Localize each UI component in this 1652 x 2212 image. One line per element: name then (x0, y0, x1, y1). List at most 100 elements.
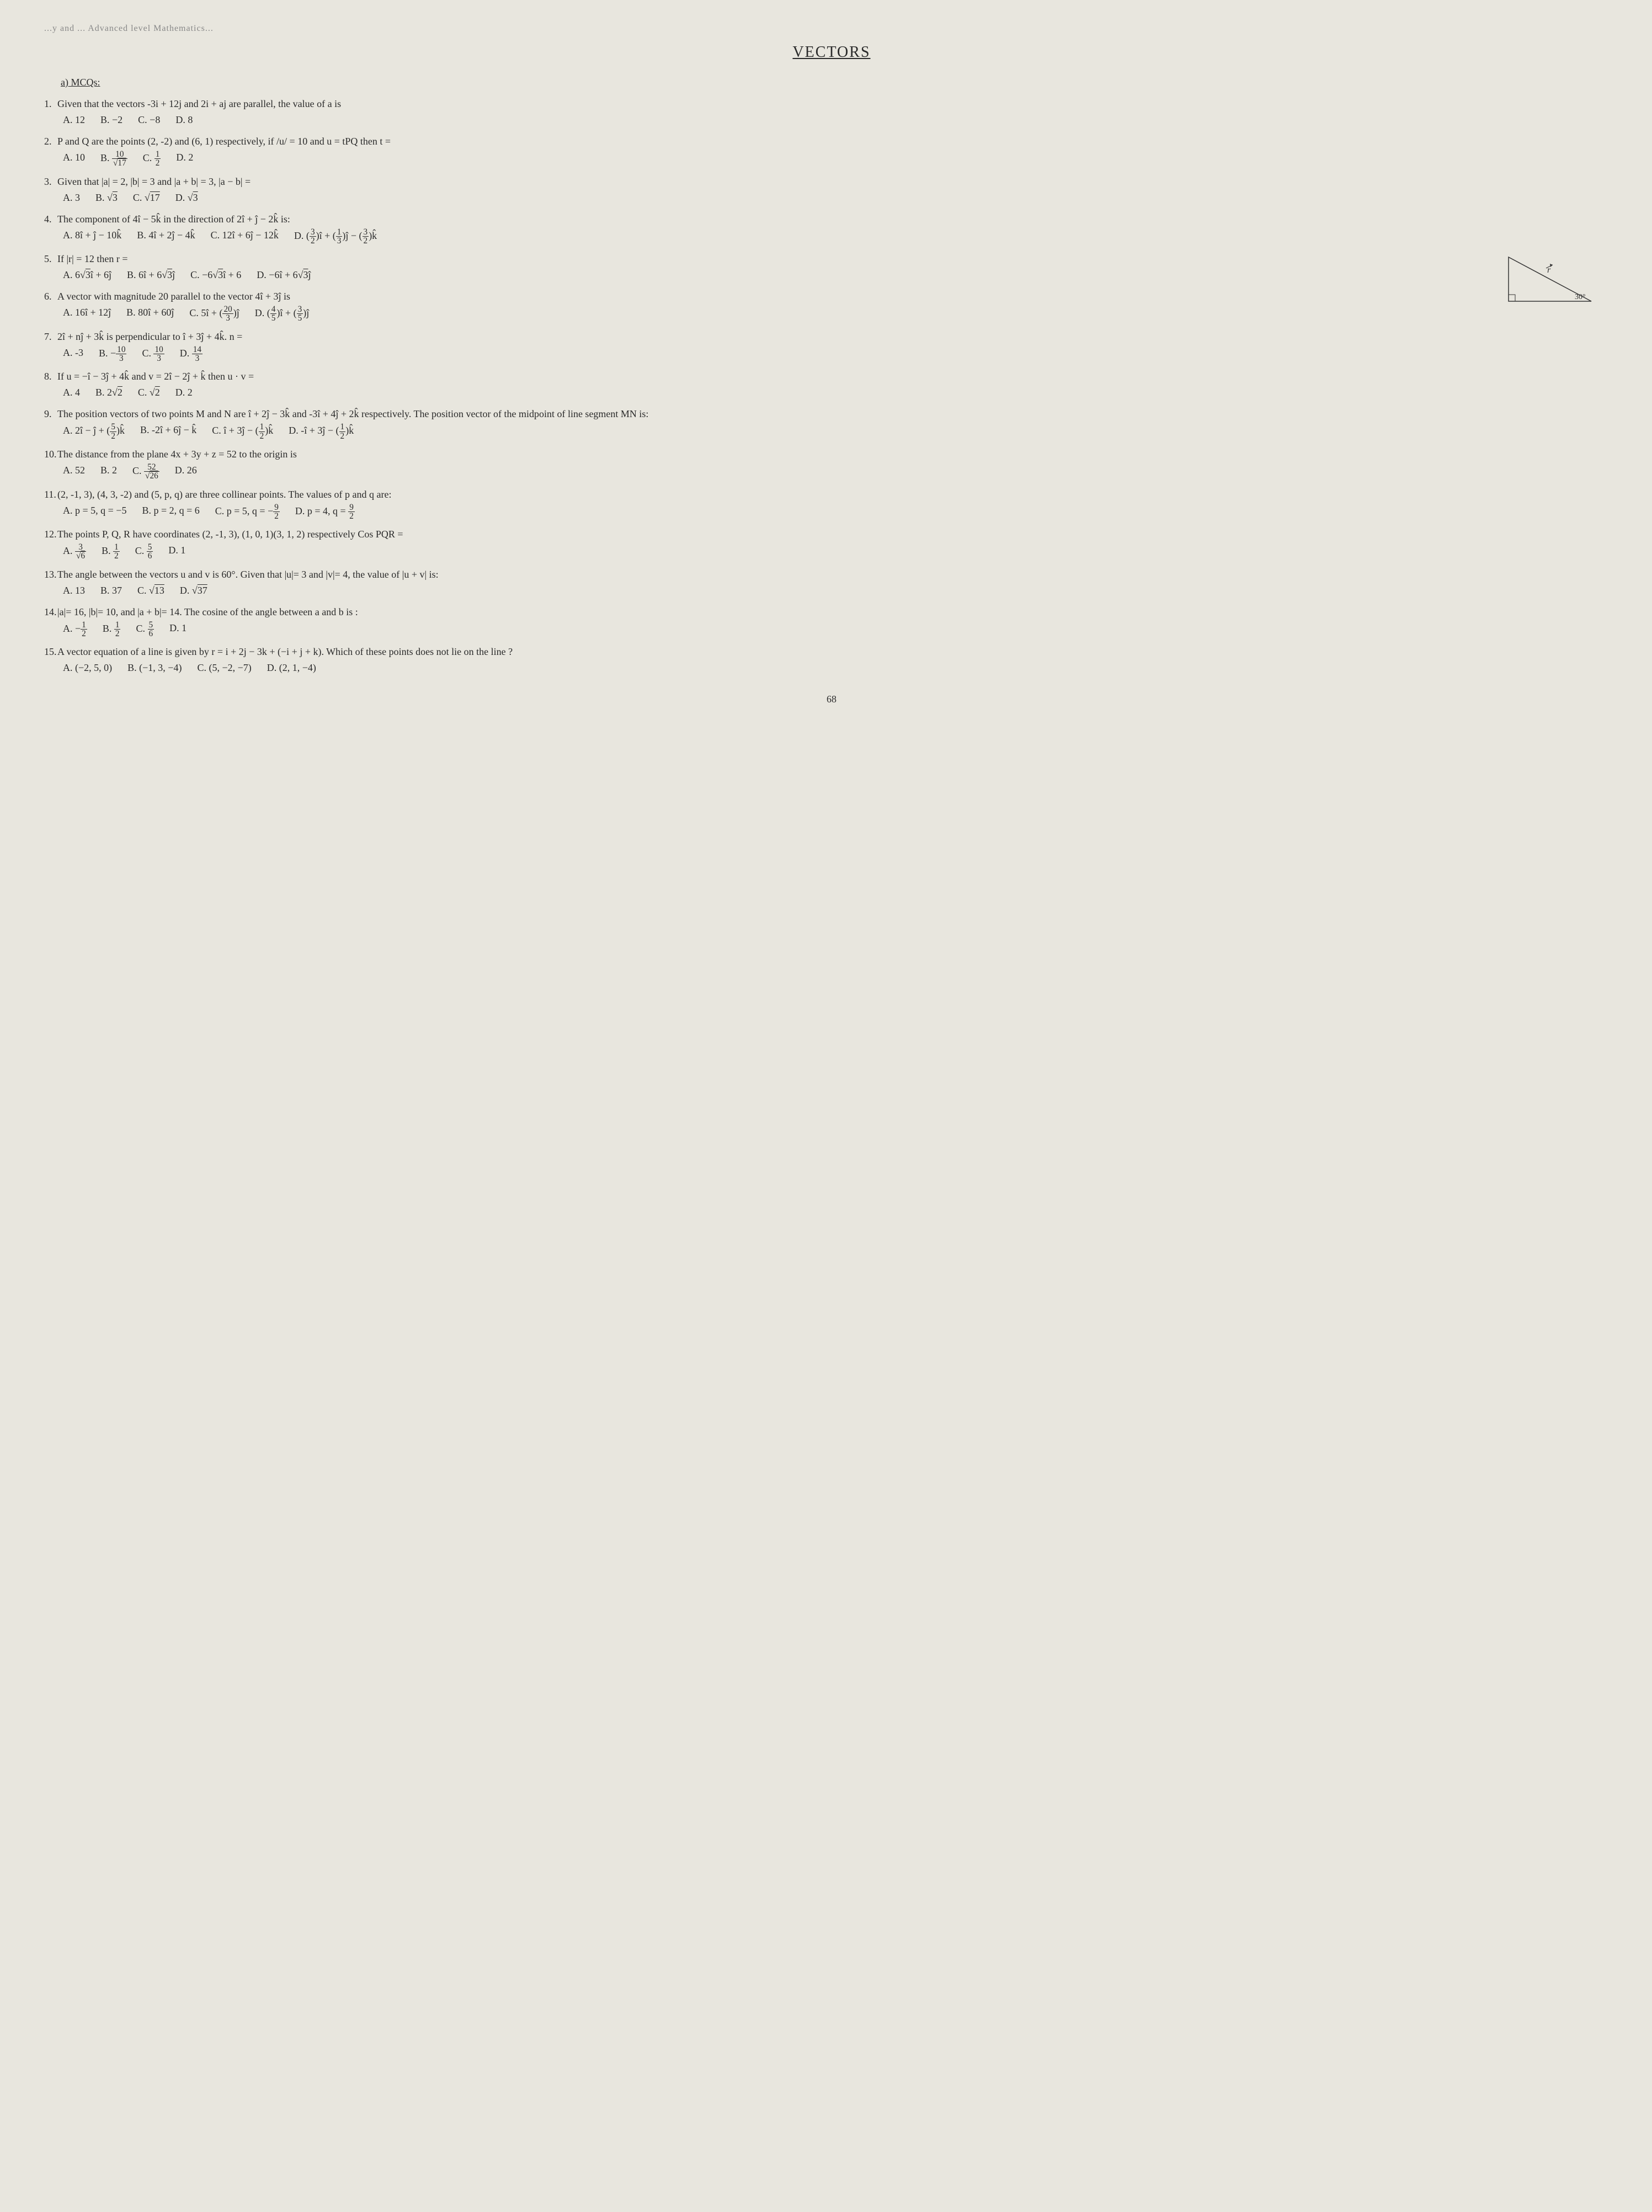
question-text: 11.(2, -1, 3), (4, 3, -2) and (5, p, q) … (44, 487, 1619, 502)
option: C. 56 (136, 621, 154, 638)
options: A. 16î + 12ĵ B. 80î + 60ĵ C. 5î + (203)ĵ D.… (63, 305, 1619, 323)
option: C. √17 (133, 190, 160, 205)
question: 8.If u = −î − 3ĵ + 4k̂ and v = 2î − 2ĵ +… (44, 369, 1619, 400)
option: D. −6î + 6√3ĵ (257, 268, 311, 283)
options: A. 6√3î + 6ĵ B. 6î + 6√3ĵ C. −6√3î + 6 D. −… (63, 268, 1619, 283)
question-text: 2.P and Q are the points (2, -2) and (6,… (44, 134, 1619, 149)
question: 12.The points P, Q, R have coordinates (… (44, 527, 1619, 561)
options: A. 13B. 37C. √13D. √37 (63, 583, 1619, 598)
question: 11.(2, -1, 3), (4, 3, -2) and (5, p, q) … (44, 487, 1619, 521)
option: D. √3 (175, 190, 198, 205)
question: 9.The position vectors of two points M a… (44, 407, 1619, 440)
option: C. −8 (138, 113, 160, 127)
option: A. (−2, 5, 0) (63, 660, 112, 675)
option: C. 103 (142, 345, 164, 363)
options: A. 3√6B. 12C. 56D. 1 (63, 543, 1619, 561)
page-number: 68 (44, 692, 1619, 707)
options: A. 4 B. 2√2 C. √2 D. 2 (63, 385, 1619, 400)
options: A. (−2, 5, 0) B. (−1, 3, −4) C. (5, −2, −7… (63, 660, 1619, 675)
question: 1.Given that the vectors -3i + 12j and 2… (44, 97, 1619, 127)
question-text: 10.The distance from the plane 4x + 3y +… (44, 447, 1619, 462)
options: A. 12B. −2C. −8D. 8 (63, 113, 1619, 127)
question-text: 7.2î + nĵ + 3k̂ is perpendicular to î + … (44, 329, 1619, 344)
questions-container: 1.Given that the vectors -3i + 12j and 2… (44, 97, 1619, 675)
option: B. 6î + 6√3ĵ (127, 268, 175, 283)
options: A. 52B. 2C. 52√26D. 26 (63, 463, 1619, 481)
question: 3.Given that |a| = 2, |b| = 3 and |a + b… (44, 174, 1619, 205)
option: B. 2√2 (95, 385, 122, 400)
option: C. −6√3î + 6 (190, 268, 241, 283)
question-text: 8.If u = −î − 3ĵ + 4k̂ and v = 2î − 2ĵ +… (44, 369, 1619, 384)
option: A. p = 5, q = −5 (63, 503, 126, 521)
question-text: 3.Given that |a| = 2, |b| = 3 and |a + b… (44, 174, 1619, 189)
option: B. 12 (102, 543, 120, 561)
option: D. (32)î + (13)ĵ − (32)k̂ (294, 228, 377, 246)
option: D. 1 (168, 543, 185, 561)
question: 15.A vector equation of a line is given … (44, 644, 1619, 675)
option: A. 13 (63, 583, 85, 598)
option: D. (2, 1, −4) (267, 660, 316, 675)
options: A. -3B. −103C. 103D. 143 (63, 345, 1619, 363)
option: B. -2î + 6ĵ − k̂ (140, 423, 196, 440)
options: A. 2î − ĵ + (52)k̂ B. -2î + 6ĵ − k̂ C. î +… (63, 423, 1619, 440)
option: B. √3 (95, 190, 118, 205)
option: C. 12î + 6ĵ − 12k̂ (211, 228, 279, 246)
option: D. (45)î + (35)ĵ (255, 305, 309, 323)
question: 10.The distance from the plane 4x + 3y +… (44, 447, 1619, 481)
question-text: 12.The points P, Q, R have coordinates (… (44, 527, 1619, 542)
option: D. 2 (175, 385, 193, 400)
question-text: 6.A vector with magnitude 20 parallel to… (44, 289, 1619, 304)
option: A. 8î + ĵ − 10k̂ (63, 228, 121, 246)
question: 6.A vector with magnitude 20 parallel to… (44, 289, 1619, 323)
option: A. 12 (63, 113, 85, 127)
option: D. 26 (175, 463, 197, 481)
option: B. −103 (99, 345, 126, 363)
question-text: 15.A vector equation of a line is given … (44, 644, 1619, 659)
question: 14.|a|= 16, |b|= 10, and |a + b|= 14. Th… (44, 605, 1619, 638)
option: C. √2 (138, 385, 160, 400)
option: A. 2î − ĵ + (52)k̂ (63, 423, 125, 440)
question-text: 9.The position vectors of two points M a… (44, 407, 1619, 422)
options: A. 10 B. 10√17 C. 12 D. 2 (63, 150, 1619, 168)
option: D. 8 (175, 113, 193, 127)
option: A. 52 (63, 463, 85, 481)
option: C. 5î + (203)ĵ (189, 305, 239, 323)
question-text: 13.The angle between the vectors u and v… (44, 567, 1619, 582)
option: D. 2 (176, 150, 193, 168)
page-title: VECTORS (44, 41, 1619, 64)
option: B. 2 (100, 463, 117, 481)
options: A. 3 B. √3 C. √17 D. √3 (63, 190, 1619, 205)
option: C. 12 (143, 150, 161, 168)
option: A. −12 (63, 621, 87, 638)
option: A. 3√6 (63, 543, 86, 561)
option: C. (5, −2, −7) (197, 660, 251, 675)
option: B. 10√17 (100, 150, 127, 168)
question: 2.P and Q are the points (2, -2) and (6,… (44, 134, 1619, 168)
question: 13.The angle between the vectors u and v… (44, 567, 1619, 598)
question-text: 4.The component of 4î − 5k̂ in the direc… (44, 212, 1619, 227)
page-header-faded: ...y and ... Advanced level Mathematics.… (44, 22, 1619, 35)
option: B. 12 (103, 621, 121, 638)
option: B. p = 2, q = 6 (142, 503, 199, 521)
option: A. 16î + 12ĵ (63, 305, 111, 323)
option: A. 10 (63, 150, 85, 168)
question-text: 5.If |r| = 12 then r = (44, 252, 1619, 266)
options: A. 8î + ĵ − 10k̂ B. 4î + 2ĵ − 4k̂ C. 12î +… (63, 228, 1619, 246)
option: A. 4 (63, 385, 80, 400)
option: C. î + 3ĵ − (12)k̂ (212, 423, 273, 440)
options: A. −12B. 12C. 56D. 1 (63, 621, 1619, 638)
option: B. (−1, 3, −4) (127, 660, 182, 675)
options: A. p = 5, q = −5B. p = 2, q = 6C. p = 5,… (63, 503, 1619, 521)
question-text: 14.|a|= 16, |b|= 10, and |a + b|= 14. Th… (44, 605, 1619, 620)
question-text: 1.Given that the vectors -3i + 12j and 2… (44, 97, 1619, 111)
option: C. √13 (137, 583, 164, 598)
option: B. 4î + 2ĵ − 4k̂ (137, 228, 195, 246)
question: 5.If |r| = 12 then r =30°rA. 6√3î + 6ĵB.… (44, 252, 1619, 283)
option: A. 3 (63, 190, 80, 205)
option: A. 6√3î + 6ĵ (63, 268, 111, 283)
question: 4.The component of 4î − 5k̂ in the direc… (44, 212, 1619, 246)
option: D. 143 (180, 345, 202, 363)
question: 7.2î + nĵ + 3k̂ is perpendicular to î + … (44, 329, 1619, 363)
option: B. 80î + 60ĵ (126, 305, 174, 323)
section-subhead: a) MCQs: (61, 75, 1619, 90)
